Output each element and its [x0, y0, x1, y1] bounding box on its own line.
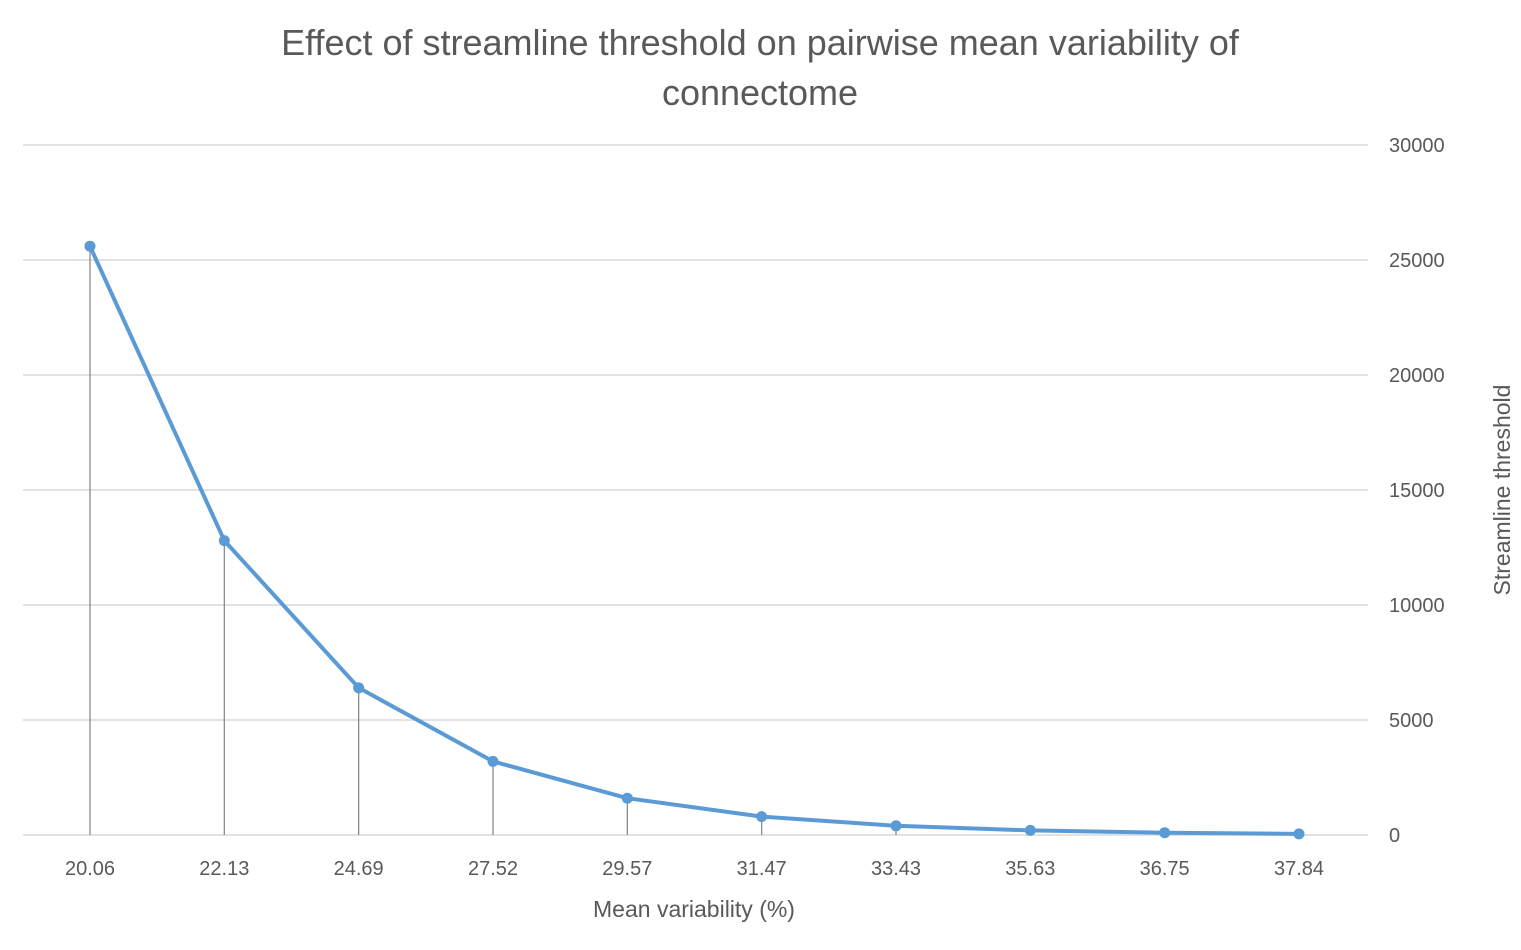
x-tick-label: 24.69 — [334, 858, 384, 880]
x-tick-label: 33.43 — [871, 858, 921, 880]
x-axis-title: Mean variability (%) — [593, 896, 795, 922]
gridlines — [23, 144, 1368, 836]
data-point — [1293, 828, 1305, 840]
x-tick-label: 20.06 — [65, 858, 115, 880]
y-tick-label: 0 — [1389, 825, 1400, 847]
data-point — [890, 820, 902, 832]
x-tick-label: 22.13 — [199, 858, 249, 880]
y-axis-ticks: 0 5000 10000 15000 20000 25000 30000 — [1389, 135, 1445, 847]
data-point — [621, 792, 633, 804]
series-line — [88, 244, 1301, 836]
chart-title-line-1: Effect of streamline threshold on pairwi… — [281, 22, 1240, 63]
x-tick-label: 31.47 — [737, 858, 787, 880]
y-tick-label: 30000 — [1389, 135, 1445, 157]
y-tick-label: 25000 — [1389, 250, 1445, 272]
data-point — [1159, 827, 1171, 839]
drop-lines — [89, 246, 1300, 835]
y-tick-label: 15000 — [1389, 480, 1445, 502]
data-point — [218, 535, 230, 547]
data-point — [756, 811, 768, 823]
x-tick-label: 35.63 — [1005, 858, 1055, 880]
x-tick-label: 27.52 — [468, 858, 518, 880]
data-point — [487, 755, 499, 767]
y-tick-label: 10000 — [1389, 595, 1445, 617]
data-point — [84, 240, 96, 252]
y-tick-label: 5000 — [1389, 710, 1434, 732]
chart-title-line-2: connectome — [662, 72, 858, 113]
y-axis-title: Streamline threshold — [1489, 385, 1515, 596]
data-point — [1024, 824, 1036, 836]
x-tick-label: 29.57 — [602, 858, 652, 880]
y-tick-label: 20000 — [1389, 365, 1445, 387]
x-tick-label: 37.84 — [1274, 858, 1324, 880]
data-point — [353, 682, 365, 694]
x-axis-ticks: 20.06 22.13 24.69 27.52 29.57 31.47 33.43 35.63… — [65, 858, 1324, 880]
x-tick-label: 36.75 — [1140, 858, 1190, 880]
series-streamline-threshold — [84, 240, 1305, 840]
